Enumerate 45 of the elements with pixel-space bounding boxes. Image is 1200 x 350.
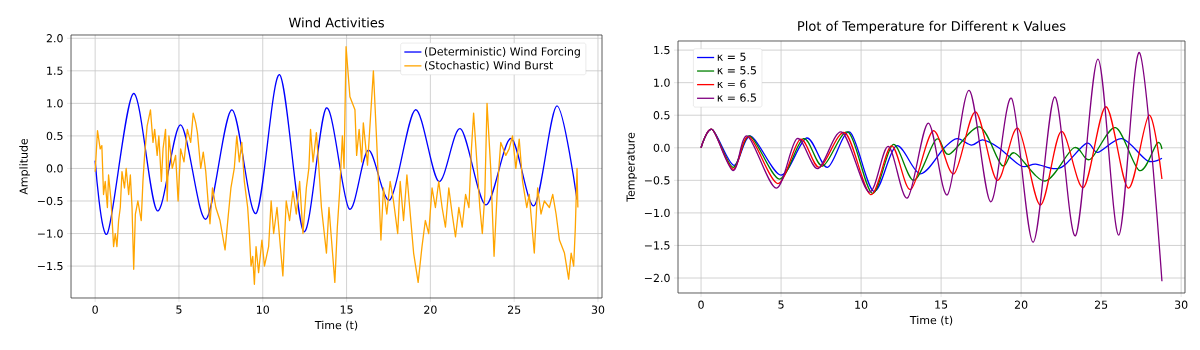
y-tick-label: 1.0 — [654, 78, 670, 87]
y-tick-label: 0.5 — [46, 131, 63, 141]
y-tick-label: 0.0 — [653, 143, 670, 152]
x-tick-label: 20 — [1014, 300, 1028, 309]
x-tick-label: 25 — [507, 305, 521, 314]
x-tick-label: 15 — [340, 305, 353, 314]
legend-label: κ = 5 — [717, 52, 746, 61]
x-tick-label: 30 — [1174, 300, 1188, 309]
y-tick-label: 1.5 — [47, 66, 63, 75]
x-axis-title: Time (t) — [909, 315, 953, 326]
y-tick-label: −1.5 — [644, 241, 670, 250]
y-axis-title: Temperature — [626, 132, 637, 202]
x-tick-label: 5 — [778, 300, 784, 309]
x-tick-label: 30 — [591, 305, 605, 314]
x-tick-label: 10 — [256, 305, 270, 314]
line-series — [94, 46, 579, 285]
y-tick-label: 1.5 — [654, 46, 670, 55]
legend-label: κ = 6.5 — [717, 93, 756, 102]
y-tick-label: −0.5 — [37, 196, 63, 206]
x-tick-label: 0 — [92, 305, 98, 314]
x-tick-label: 20 — [424, 305, 437, 314]
legend-label: κ = 5.5 — [717, 66, 756, 75]
y-tick-label: −1.0 — [37, 229, 63, 238]
y-tick-label: −1.0 — [644, 208, 670, 218]
x-tick-label: 15 — [935, 300, 948, 309]
line-series — [94, 74, 578, 235]
x-tick-label: 5 — [176, 305, 182, 314]
y-tick-label: 2.0 — [46, 34, 63, 43]
x-axis-title: Time (t) — [314, 320, 358, 331]
y-tick-label: −1.5 — [37, 262, 63, 271]
y-tick-label: −0.5 — [644, 176, 670, 185]
x-tick-label: 25 — [1094, 300, 1108, 309]
y-tick-label: −2.0 — [644, 273, 670, 283]
y-tick-label: 0.5 — [653, 111, 670, 120]
y-tick-label: 0.0 — [46, 164, 63, 173]
chart-title: Wind Activities — [288, 17, 384, 28]
chart-title: Plot of Temperature for Different κ Values — [798, 20, 1066, 34]
legend-label: κ = 6 — [717, 79, 746, 89]
x-tick-label: 0 — [698, 300, 704, 309]
legend-label: (Deterministic) Wind Forcing — [425, 47, 580, 58]
legend-label: (Stochastic) Wind Burst — [425, 60, 554, 71]
y-tick-label: 1.0 — [47, 99, 63, 108]
x-tick-label: 10 — [855, 300, 868, 309]
y-axis-title: Amplitude — [19, 138, 30, 195]
line-series — [700, 52, 1163, 282]
